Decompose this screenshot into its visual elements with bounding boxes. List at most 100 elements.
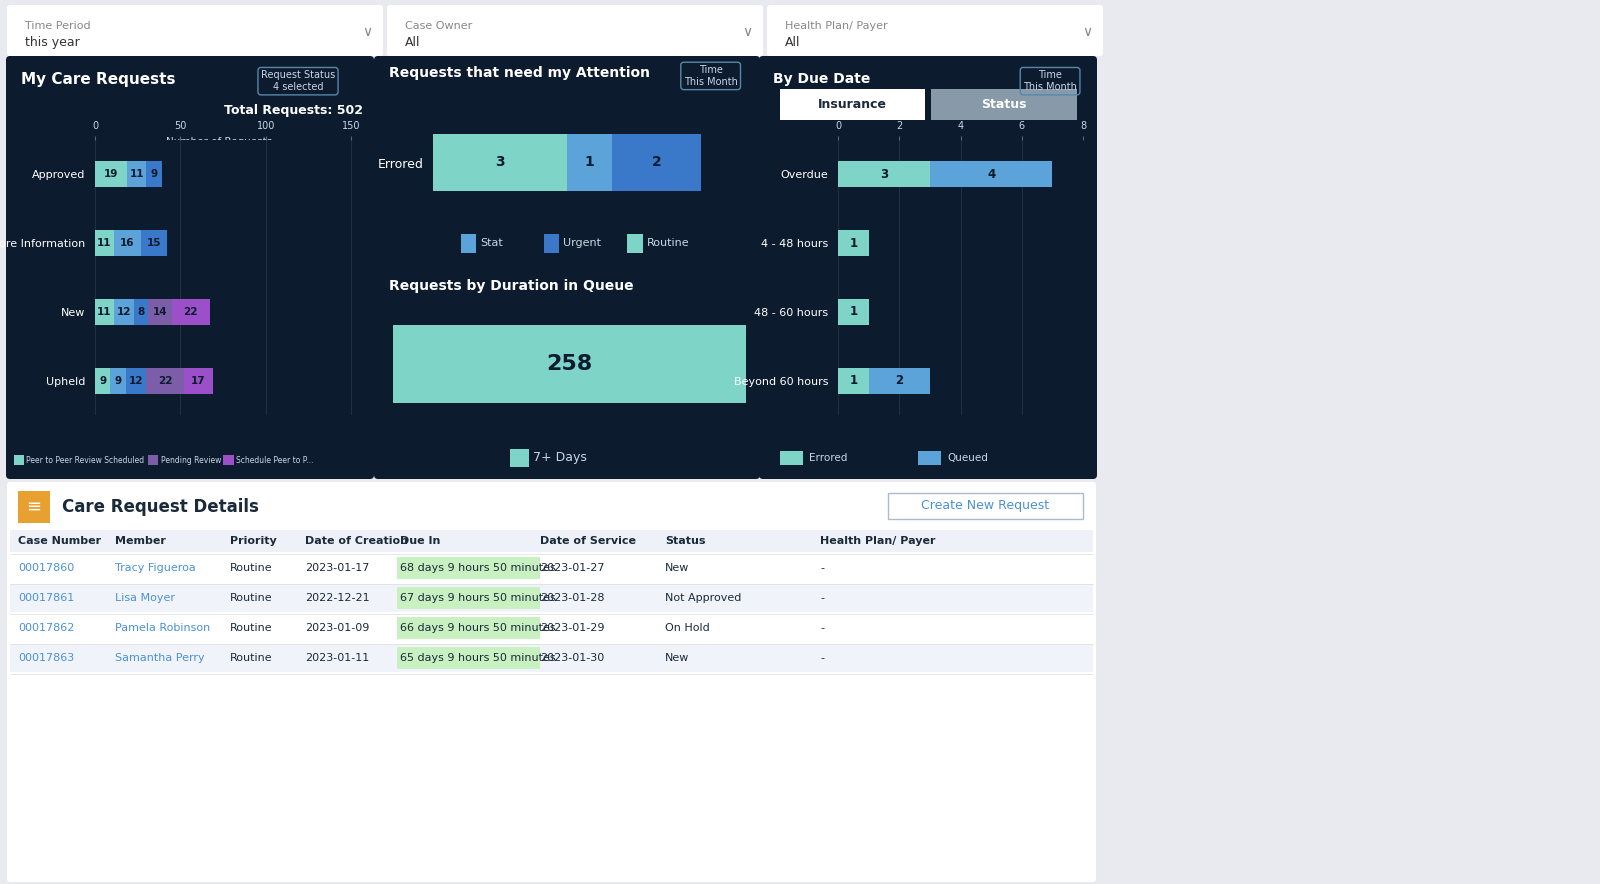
Bar	[10, 644, 1093, 672]
Text: New: New	[666, 563, 690, 573]
Bar	[18, 491, 50, 523]
Text: 2023-01-17: 2023-01-17	[306, 563, 370, 573]
Text: All: All	[786, 36, 800, 49]
FancyBboxPatch shape	[374, 56, 760, 479]
Bar	[931, 89, 1077, 120]
Bar	[146, 161, 162, 187]
Bar	[110, 368, 126, 393]
Text: 2023-01-28: 2023-01-28	[541, 593, 605, 603]
Bar	[146, 368, 184, 393]
Bar	[838, 368, 869, 393]
Text: 2: 2	[651, 156, 661, 170]
Text: Due In: Due In	[400, 536, 440, 546]
Text: Create New Request: Create New Request	[922, 499, 1050, 513]
Text: Not Approved: Not Approved	[666, 593, 741, 603]
Bar	[838, 230, 869, 256]
FancyBboxPatch shape	[6, 56, 374, 479]
Bar	[114, 230, 141, 256]
Text: Status: Status	[981, 98, 1027, 111]
Text: 1: 1	[850, 374, 858, 387]
Text: Requests that need my Attention: Requests that need my Attention	[389, 66, 650, 80]
Text: All: All	[405, 36, 421, 49]
Text: Pamela Robinson: Pamela Robinson	[115, 623, 210, 633]
Text: Queued: Queued	[947, 453, 989, 463]
Text: Number of Requests: Number of Requests	[166, 137, 272, 147]
Text: 22: 22	[184, 307, 198, 316]
Text: 4: 4	[987, 168, 995, 181]
Text: Routine: Routine	[230, 593, 272, 603]
Bar	[394, 324, 746, 403]
Text: 9: 9	[150, 170, 157, 179]
FancyBboxPatch shape	[6, 482, 1096, 882]
Text: 1: 1	[850, 237, 858, 249]
Text: 15: 15	[147, 238, 162, 248]
Text: 00017862: 00017862	[18, 623, 74, 633]
Text: 8: 8	[138, 307, 144, 316]
Bar	[147, 299, 171, 325]
Text: Total Requests: 502: Total Requests: 502	[224, 103, 363, 117]
Bar	[94, 161, 128, 187]
Text: Case Number: Case Number	[18, 536, 101, 546]
Bar	[94, 230, 114, 256]
Text: ∨: ∨	[1082, 25, 1093, 39]
Text: 3: 3	[880, 168, 888, 181]
Text: 00017860: 00017860	[18, 563, 74, 573]
Bar	[434, 133, 566, 191]
FancyBboxPatch shape	[758, 56, 1098, 479]
Bar	[627, 234, 643, 253]
Text: Case Owner: Case Owner	[405, 21, 472, 31]
Text: 19: 19	[104, 170, 118, 179]
Bar	[10, 614, 1093, 642]
Bar	[149, 455, 158, 465]
Text: By Due Date: By Due Date	[773, 72, 870, 87]
Text: ∨: ∨	[362, 25, 373, 39]
Bar	[10, 554, 1093, 582]
FancyBboxPatch shape	[6, 5, 382, 56]
Bar	[114, 299, 134, 325]
Text: 22: 22	[158, 376, 173, 385]
Text: 2022-12-21: 2022-12-21	[306, 593, 370, 603]
Text: 3: 3	[496, 156, 506, 170]
Bar	[134, 299, 147, 325]
Text: -: -	[819, 653, 824, 663]
Bar	[611, 133, 701, 191]
Text: 9: 9	[99, 376, 106, 385]
Text: Health Plan/ Payer: Health Plan/ Payer	[819, 536, 936, 546]
Text: 258: 258	[546, 354, 592, 374]
Bar	[838, 299, 869, 325]
Text: 11: 11	[98, 238, 112, 248]
Text: 17: 17	[190, 376, 206, 385]
Text: Date of Creation: Date of Creation	[306, 536, 408, 546]
Bar	[397, 647, 541, 669]
Bar	[10, 530, 1093, 552]
Bar	[838, 161, 930, 187]
Text: Requests by Duration in Queue: Requests by Duration in Queue	[389, 279, 634, 293]
FancyBboxPatch shape	[387, 5, 763, 56]
Text: Routine: Routine	[230, 563, 272, 573]
Text: -: -	[819, 623, 824, 633]
Text: On Hold: On Hold	[666, 623, 710, 633]
Text: 2023-01-11: 2023-01-11	[306, 653, 370, 663]
Bar	[10, 584, 1093, 612]
Text: Samantha Perry: Samantha Perry	[115, 653, 205, 663]
Text: Request Status
4 selected: Request Status 4 selected	[261, 71, 334, 92]
Text: 7+ Days: 7+ Days	[533, 452, 587, 464]
Bar	[13, 455, 24, 465]
Text: Routine: Routine	[646, 239, 690, 248]
Bar	[779, 89, 925, 120]
Bar	[869, 368, 930, 393]
Text: Peer to Peer Review Scheduled: Peer to Peer Review Scheduled	[26, 455, 144, 465]
Text: 2023-01-09: 2023-01-09	[306, 623, 370, 633]
Text: Routine: Routine	[230, 653, 272, 663]
Bar	[126, 368, 146, 393]
Text: ∨: ∨	[742, 25, 752, 39]
Bar	[94, 368, 110, 393]
Text: Care Request Details: Care Request Details	[62, 498, 259, 516]
Text: Lisa Moyer: Lisa Moyer	[115, 593, 174, 603]
Text: 67 days 9 hours 50 minutes: 67 days 9 hours 50 minutes	[400, 593, 555, 603]
Text: 11: 11	[130, 170, 144, 179]
Text: -: -	[819, 563, 824, 573]
Text: Schedule Peer to P...: Schedule Peer to P...	[237, 455, 314, 465]
Text: Number of Requests: Number of Requests	[894, 143, 995, 153]
Bar	[397, 617, 541, 639]
